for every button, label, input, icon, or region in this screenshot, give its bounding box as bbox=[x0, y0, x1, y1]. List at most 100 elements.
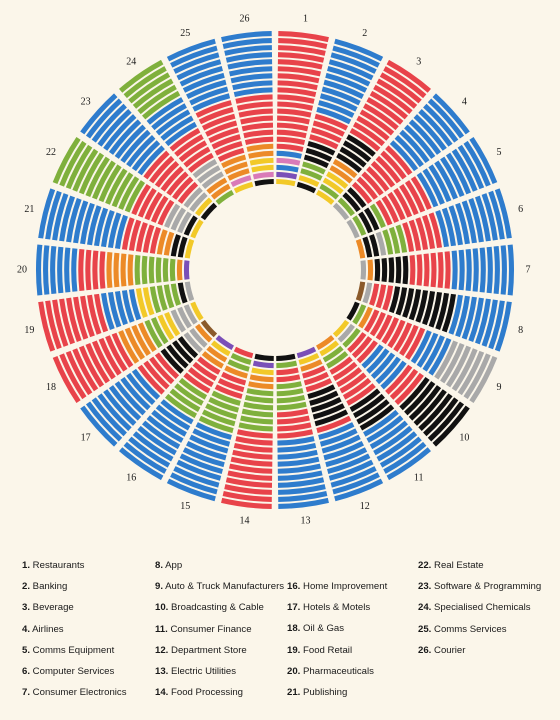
bar-segment-blue bbox=[500, 245, 507, 295]
bar-segment-red bbox=[235, 94, 273, 104]
bar-segment-blue bbox=[160, 399, 194, 425]
bar-segment-red bbox=[369, 90, 408, 120]
bar-segment-blue bbox=[316, 106, 352, 125]
bar-segment-black bbox=[314, 409, 349, 427]
bar-segment-gray bbox=[164, 203, 181, 229]
bar-segment-red bbox=[276, 367, 299, 376]
bar-segment-red bbox=[336, 367, 363, 388]
bar-segment-blue bbox=[330, 52, 377, 74]
bar-segment-blue bbox=[319, 93, 358, 112]
sector-label-9: 9 bbox=[497, 382, 502, 393]
bar-segment-red bbox=[277, 429, 314, 439]
bar-segment-black bbox=[388, 286, 401, 314]
bar-segment-black bbox=[177, 282, 188, 304]
bar-segment-red bbox=[352, 121, 386, 147]
bar-segment-blue bbox=[97, 108, 132, 147]
bar-segment-blue bbox=[458, 249, 465, 291]
bar-segment-orange bbox=[248, 150, 274, 159]
bar-segment-red bbox=[276, 122, 309, 132]
legend-item-name: Specialised Chemicals bbox=[431, 602, 531, 614]
sector-12 bbox=[296, 346, 384, 502]
legend-item: 2. Banking bbox=[22, 576, 127, 597]
bar-segment-blue bbox=[404, 124, 436, 159]
bar-segment-orange bbox=[131, 324, 151, 356]
bar-segment-red bbox=[444, 251, 451, 289]
bar-segment-yellow bbox=[190, 219, 204, 239]
bar-segment-red bbox=[369, 283, 380, 306]
bar-segment-blue bbox=[182, 72, 225, 93]
sector-label-18: 18 bbox=[46, 382, 56, 393]
bar-segment-red bbox=[222, 491, 272, 502]
bar-segment-blue bbox=[468, 197, 484, 243]
legend-column: 8. App 9. Auto & Truck Manufacturers 10. B… bbox=[155, 555, 284, 703]
bar-segment-gray bbox=[463, 353, 491, 400]
legend-item-name: Oil & Gas bbox=[300, 623, 345, 635]
bar-segment-red bbox=[135, 222, 148, 252]
bar-segment-orange bbox=[227, 168, 250, 181]
bar-segment-blue bbox=[85, 401, 123, 442]
bar-segment-green bbox=[119, 59, 164, 93]
sector-label-20: 20 bbox=[17, 265, 27, 276]
bar-segment-blue bbox=[80, 202, 95, 245]
bar-segment-blue bbox=[179, 453, 223, 474]
sector-5 bbox=[346, 136, 498, 239]
bar-segment-blue bbox=[225, 52, 273, 63]
bar-segment-blue bbox=[195, 422, 232, 440]
bar-segment-orange bbox=[224, 161, 248, 175]
bar-segment-red bbox=[276, 136, 306, 146]
bar-segment-green bbox=[98, 164, 122, 203]
bar-segment-black bbox=[413, 389, 447, 426]
bar-segment-red bbox=[59, 298, 75, 345]
bar-segment-red bbox=[128, 219, 142, 251]
sector-label-1: 1 bbox=[303, 13, 308, 24]
bar-segment-green bbox=[174, 383, 204, 406]
bar-segment-red bbox=[149, 155, 175, 184]
bar-segment-red bbox=[111, 332, 134, 368]
legend-item: 26. Courier bbox=[418, 640, 541, 661]
bar-segment-black bbox=[339, 146, 367, 168]
bar-segment-red bbox=[379, 72, 422, 104]
bar-segment-green bbox=[105, 168, 128, 205]
bar-segment-blue bbox=[221, 31, 272, 43]
bar-segment-green bbox=[238, 422, 273, 432]
bar-segment-blue bbox=[475, 298, 491, 345]
bar-segment-blue bbox=[179, 66, 223, 87]
bar-segment-red bbox=[309, 134, 339, 150]
bar-segment-blue bbox=[334, 38, 384, 62]
sector-3 bbox=[315, 59, 431, 205]
bar-segment-blue bbox=[408, 119, 442, 155]
bar-segment-red bbox=[277, 422, 312, 432]
bar-segment-blue bbox=[126, 372, 156, 406]
bar-segment-red bbox=[157, 199, 175, 226]
bar-segment-blue bbox=[71, 248, 78, 292]
bar-segment-gray bbox=[457, 350, 485, 396]
bar-segment-blue bbox=[448, 205, 463, 246]
bar-segment-gray bbox=[170, 207, 187, 231]
bar-segment-yellow bbox=[276, 178, 296, 187]
bar-segment-red bbox=[276, 408, 309, 418]
bar-segment-blue bbox=[389, 140, 419, 172]
sector-label-16: 16 bbox=[126, 473, 136, 484]
bar-segment-blue bbox=[155, 109, 191, 136]
bar-segment-orange bbox=[156, 229, 168, 255]
bar-segment-blue bbox=[176, 459, 222, 481]
sector-7 bbox=[360, 244, 515, 296]
bar-segment-blue bbox=[507, 244, 515, 296]
bar-segment-green bbox=[169, 258, 176, 282]
bar-segment-black bbox=[200, 202, 218, 221]
sector-label-22: 22 bbox=[46, 147, 56, 158]
bar-segment-yellow bbox=[233, 181, 254, 194]
bar-segment-red bbox=[376, 78, 418, 109]
bar-segment-green bbox=[395, 224, 408, 253]
bar-segment-orange bbox=[246, 143, 274, 152]
bar-segment-blue bbox=[332, 472, 380, 495]
bar-segment-blue bbox=[427, 98, 465, 139]
bar-segment-gray bbox=[189, 327, 208, 348]
bar-segment-blue bbox=[373, 425, 413, 456]
bar-segment-blue bbox=[277, 477, 325, 488]
bar-segment-green bbox=[72, 148, 99, 192]
bar-segment-blue bbox=[468, 297, 484, 343]
bar-segment-blue bbox=[227, 59, 273, 70]
sector-26 bbox=[221, 31, 274, 187]
bar-segment-blue bbox=[327, 453, 371, 474]
